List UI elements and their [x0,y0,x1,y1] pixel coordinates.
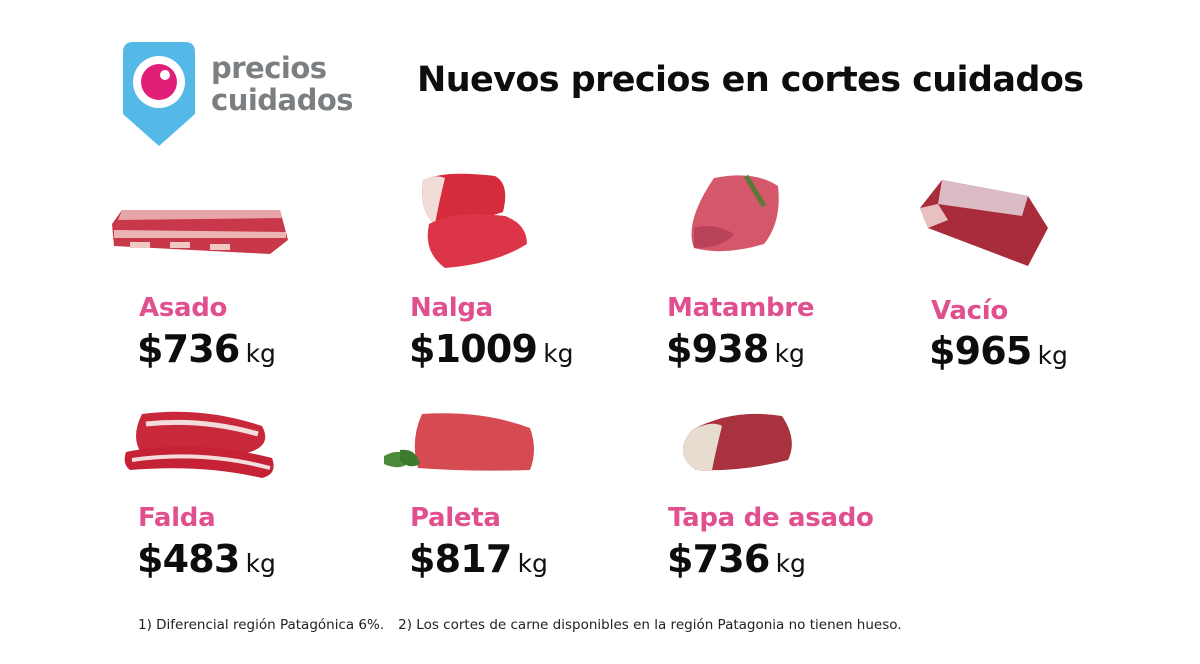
falda-meat-image [124,411,274,478]
cut-price: $965 kg [929,329,1068,373]
cut-price: $817 kg [409,537,548,581]
price-amount: $483 [137,537,240,581]
price-amount: $736 [667,537,770,581]
cut-price: $1009 kg [409,327,574,371]
cut-price: $736 kg [137,327,276,371]
price-unit: kg [245,339,276,368]
price-amount: $1009 [409,327,538,371]
footnote-1: 1) Diferencial región Patagónica 6%. [138,617,385,633]
cut-price: $483 kg [137,537,276,581]
tapa-de-asado-meat-image [682,413,792,471]
price-unit: kg [774,339,805,368]
price-unit: kg [543,339,574,368]
cut-price: $938 kg [666,327,805,371]
vacio-meat-image [920,180,1048,266]
price-unit: kg [775,549,806,578]
price-amount: $938 [666,327,769,371]
asado-meat-image [112,210,288,254]
cut-name: Tapa de asado [668,503,874,533]
cut-name: Falda [138,503,216,533]
price-amount: $817 [409,537,512,581]
cut-name: Nalga [410,293,493,323]
price-unit: kg [1037,341,1068,370]
price-unit: kg [245,549,276,578]
cut-name: Asado [139,293,228,323]
nalga-meat-image [422,173,527,268]
brand-wordmark: precios cuidados [211,51,354,117]
cut-name: Matambre [667,293,815,323]
brand-line-2: cuidados [211,83,354,117]
price-amount: $965 [929,329,1032,373]
page-title: Nuevos precios en cortes cuidados [417,60,1084,100]
location-pin-eye-icon [123,42,195,146]
brand-line-1: precios [211,51,327,85]
cut-price: $736 kg [667,537,806,581]
paleta-meat-image [384,413,534,471]
price-unit: kg [517,549,548,578]
footnote-2: 2) Los cortes de carne disponibles en la… [398,617,902,633]
matambre-meat-image [691,174,779,252]
footnotes: 1) Diferencial región Patagónica 6%. 2) L… [138,617,902,633]
price-amount: $736 [137,327,240,371]
cut-name: Vacío [931,296,1008,326]
cut-name: Paleta [410,503,501,533]
